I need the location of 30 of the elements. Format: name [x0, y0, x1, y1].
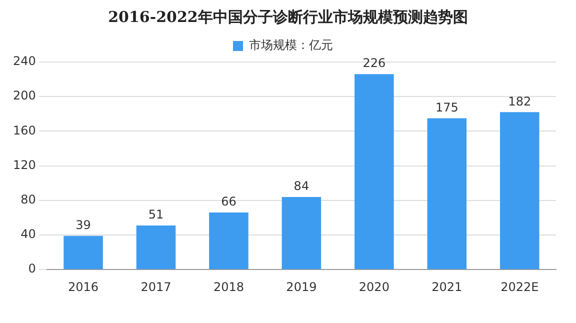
- data-label: 39: [76, 218, 91, 232]
- data-label: 51: [148, 208, 164, 222]
- x-tick-label: 2018: [213, 280, 244, 294]
- y-tick-label: 40: [20, 227, 36, 242]
- x-tick-label: 2022E: [500, 280, 539, 294]
- bar: [209, 212, 248, 270]
- y-tick-label: 160: [13, 123, 36, 138]
- chart-title: 2016-2022年中国分子诊断行业市场规模预测趋势图: [107, 7, 469, 28]
- data-label: 84: [294, 179, 310, 194]
- y-tick-label: 0: [28, 262, 36, 276]
- bar: [500, 112, 540, 270]
- y-tick-label: 240: [13, 54, 36, 68]
- x-tick-label: 2016: [68, 280, 99, 294]
- x-tick-label: 2020: [358, 280, 390, 294]
- data-label: 226: [362, 56, 386, 70]
- x-tick-label: 2021: [432, 280, 462, 294]
- bar: [282, 196, 322, 270]
- x-tick-label: 2019: [286, 280, 317, 294]
- data-label: 175: [435, 100, 458, 114]
- data-label: 66: [221, 194, 236, 209]
- data-label: 182: [508, 94, 532, 108]
- x-tick-label: 2017: [140, 280, 172, 294]
- bar: [64, 236, 103, 270]
- y-tick-label: 120: [13, 158, 36, 172]
- y-tick-label: 200: [13, 88, 36, 103]
- legend-label: 市场规模：亿元: [249, 38, 333, 52]
- bar: [354, 74, 394, 270]
- bar: [136, 225, 176, 270]
- bar: [427, 118, 467, 270]
- y-tick-label: 80: [20, 192, 36, 207]
